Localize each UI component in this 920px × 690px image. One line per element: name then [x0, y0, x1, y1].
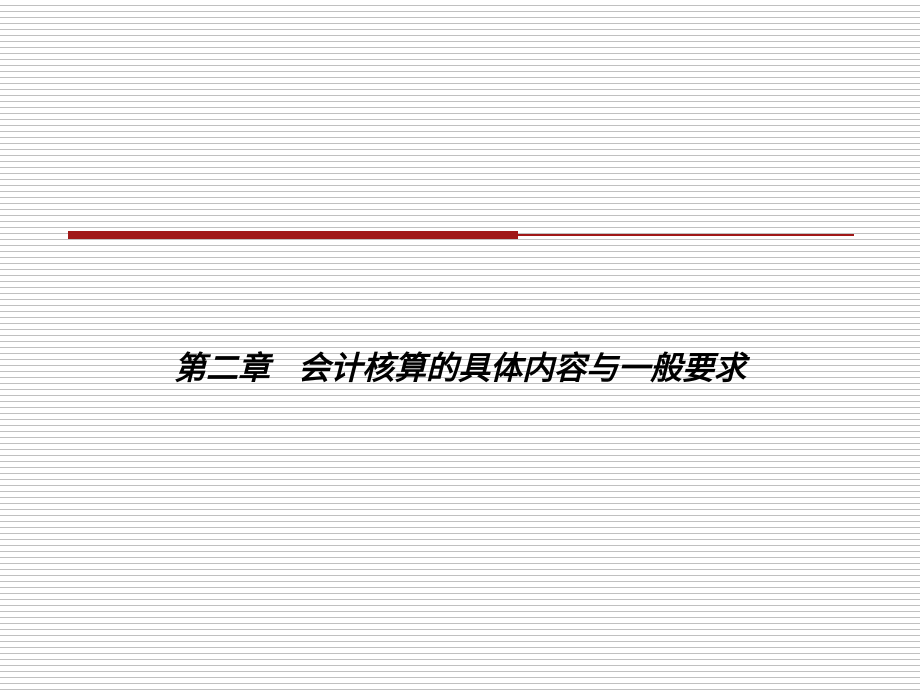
chapter-label: 第二章: [174, 350, 270, 386]
slide-title: 第二章 会计核算的具体内容与一般要求: [0, 343, 920, 389]
divider-thick-line: [68, 231, 518, 239]
divider: [68, 231, 854, 239]
title-text: 会计核算的具体内容与一般要求: [298, 350, 746, 386]
